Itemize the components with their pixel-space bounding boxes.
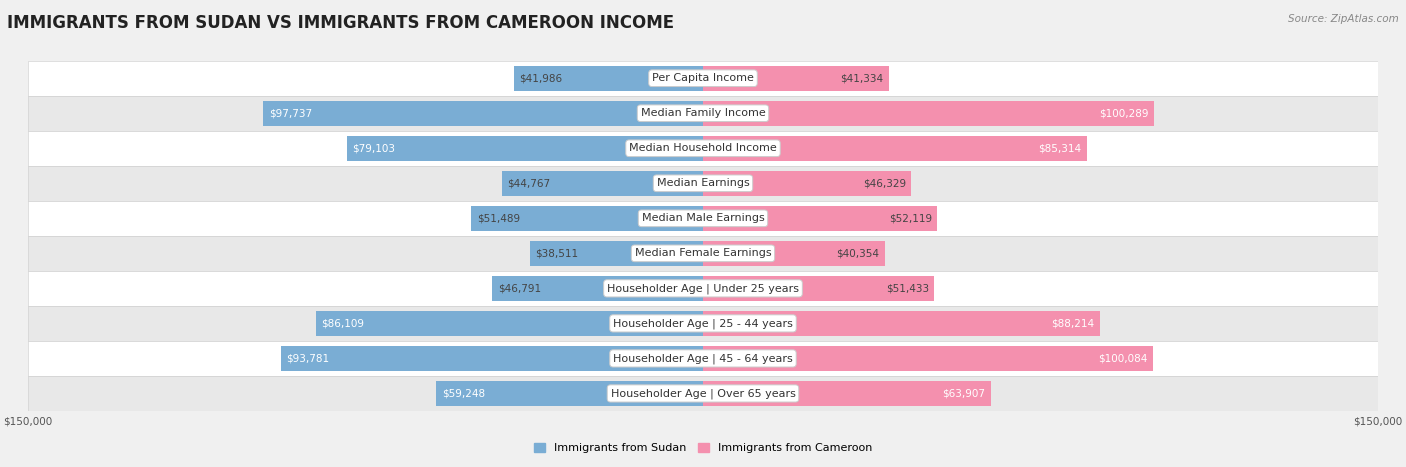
Bar	[703, 381, 991, 406]
Text: $41,334: $41,334	[841, 73, 883, 83]
Text: IMMIGRANTS FROM SUDAN VS IMMIGRANTS FROM CAMEROON INCOME: IMMIGRANTS FROM SUDAN VS IMMIGRANTS FROM…	[7, 14, 673, 32]
Bar	[28, 271, 1378, 306]
Text: $100,084: $100,084	[1098, 354, 1147, 363]
Bar	[347, 135, 703, 161]
Bar	[28, 201, 1378, 236]
Bar	[703, 170, 911, 196]
Text: $38,511: $38,511	[536, 248, 578, 258]
Text: $79,103: $79,103	[353, 143, 395, 153]
Bar	[28, 341, 1378, 376]
Bar	[703, 101, 1154, 126]
Text: Householder Age | 25 - 44 years: Householder Age | 25 - 44 years	[613, 318, 793, 329]
Bar	[28, 61, 1378, 96]
Text: $52,119: $52,119	[889, 213, 932, 223]
Text: Householder Age | Over 65 years: Householder Age | Over 65 years	[610, 388, 796, 399]
Text: $97,737: $97,737	[269, 108, 312, 118]
Bar	[703, 205, 938, 231]
Bar	[28, 96, 1378, 131]
Text: $88,214: $88,214	[1052, 318, 1094, 328]
Bar	[28, 236, 1378, 271]
Text: $100,289: $100,289	[1099, 108, 1149, 118]
Text: $86,109: $86,109	[321, 318, 364, 328]
Text: $46,329: $46,329	[863, 178, 905, 188]
Text: Per Capita Income: Per Capita Income	[652, 73, 754, 83]
Text: Median Male Earnings: Median Male Earnings	[641, 213, 765, 223]
Text: Householder Age | Under 25 years: Householder Age | Under 25 years	[607, 283, 799, 294]
Bar	[703, 135, 1087, 161]
Text: Source: ZipAtlas.com: Source: ZipAtlas.com	[1288, 14, 1399, 24]
Text: $51,489: $51,489	[477, 213, 520, 223]
Bar	[28, 131, 1378, 166]
Bar	[703, 276, 935, 301]
Bar	[28, 306, 1378, 341]
Bar	[315, 311, 703, 336]
Text: Median Family Income: Median Family Income	[641, 108, 765, 118]
Bar	[436, 381, 703, 406]
Text: $93,781: $93,781	[287, 354, 329, 363]
Bar	[502, 170, 703, 196]
Legend: Immigrants from Sudan, Immigrants from Cameroon: Immigrants from Sudan, Immigrants from C…	[530, 439, 876, 458]
Text: $59,248: $59,248	[441, 389, 485, 398]
Text: Median Earnings: Median Earnings	[657, 178, 749, 188]
Bar	[471, 205, 703, 231]
Bar	[530, 241, 703, 266]
Text: $41,986: $41,986	[519, 73, 562, 83]
Bar	[492, 276, 703, 301]
Bar	[28, 376, 1378, 411]
Bar	[281, 346, 703, 371]
Text: Median Female Earnings: Median Female Earnings	[634, 248, 772, 258]
Bar	[703, 346, 1153, 371]
Text: $63,907: $63,907	[942, 389, 986, 398]
Text: Householder Age | 45 - 64 years: Householder Age | 45 - 64 years	[613, 353, 793, 364]
Text: $46,791: $46,791	[498, 283, 541, 293]
Bar	[263, 101, 703, 126]
Text: $51,433: $51,433	[886, 283, 929, 293]
Text: $40,354: $40,354	[837, 248, 879, 258]
Bar	[703, 311, 1099, 336]
Text: $44,767: $44,767	[508, 178, 550, 188]
Bar	[28, 166, 1378, 201]
Text: $85,314: $85,314	[1038, 143, 1081, 153]
Text: Median Household Income: Median Household Income	[628, 143, 778, 153]
Bar	[703, 241, 884, 266]
Bar	[703, 65, 889, 91]
Bar	[515, 65, 703, 91]
